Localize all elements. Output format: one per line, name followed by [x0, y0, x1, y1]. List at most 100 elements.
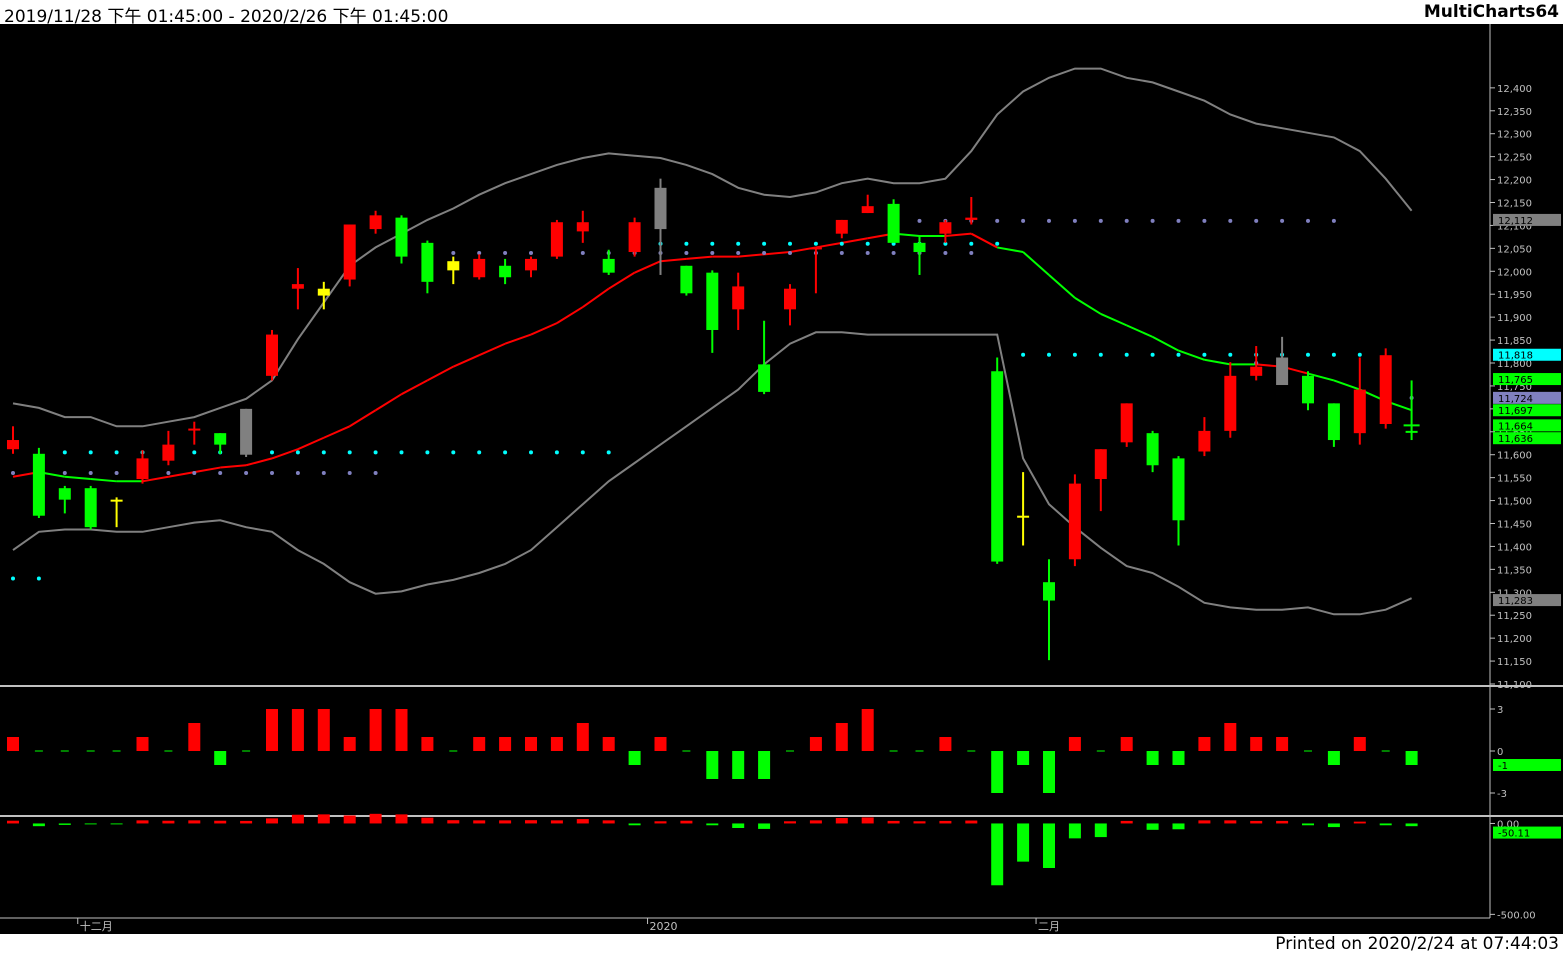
candle-body: [939, 222, 952, 234]
volume-bar: [1379, 823, 1392, 826]
mid-line-segment: [401, 379, 428, 396]
candle-body: [628, 222, 641, 253]
mid-line-segment: [142, 475, 169, 483]
stop-dot: [192, 471, 197, 476]
y-tick-label: -500.00: [1497, 910, 1536, 921]
y-tick-label: 12,250: [1497, 153, 1532, 164]
stop-dot: [891, 250, 896, 255]
volume-bar: [162, 820, 175, 824]
stop-dot: [529, 450, 533, 455]
mid-line-segment: [738, 253, 765, 258]
stop-dot: [451, 250, 456, 255]
candle-body: [188, 428, 201, 431]
value-tag: [1493, 373, 1561, 386]
stop-dot: [477, 450, 482, 455]
stop-dot: [270, 450, 274, 455]
candle-body: [499, 265, 512, 278]
volume-bar: [576, 819, 589, 824]
volume-bar: [861, 817, 874, 824]
y-tick-label: 3: [1497, 705, 1503, 716]
oscillator-bar: [317, 709, 330, 751]
candle-body: [784, 288, 796, 310]
stop-dot: [943, 250, 948, 255]
candle-body: [1146, 433, 1159, 466]
stop-dot: [1280, 218, 1285, 223]
volume-bar: [1250, 820, 1263, 824]
volume-bar: [473, 820, 486, 824]
candle-body: [1094, 449, 1107, 480]
volume-bar: [1405, 823, 1418, 827]
mid-line-segment: [478, 342, 506, 357]
stop-dot: [554, 450, 559, 455]
candle-body: [421, 242, 434, 282]
y-tick-label: 12,400: [1497, 84, 1532, 95]
candle-body: [913, 242, 926, 253]
value-tag: [1493, 759, 1561, 771]
stop-dot: [244, 471, 249, 476]
stop-dot: [347, 450, 352, 455]
y-tick-label: 11,150: [1497, 657, 1532, 668]
candle-body: [680, 265, 693, 294]
volume-bar: [913, 821, 926, 824]
value-tag: [1493, 432, 1561, 445]
oscillator-bar: [1068, 737, 1081, 751]
stop-dot: [684, 250, 689, 255]
candle-body: [32, 453, 45, 516]
volume-bar: [887, 820, 900, 824]
candle-body: [835, 219, 848, 234]
stop-dot: [865, 241, 870, 246]
volume-bar: [240, 820, 253, 824]
stop-dot: [88, 471, 93, 476]
candle-body: [317, 288, 330, 296]
y-tick-label: 12,350: [1497, 107, 1532, 118]
candle-body: [861, 206, 874, 214]
oscillator-bar: [1017, 751, 1030, 765]
volume-bar: [266, 818, 278, 824]
mid-line-segment: [815, 241, 842, 249]
candle-body: [395, 217, 408, 257]
chart-canvas[interactable]: 11,100 11,150 11,200 11,250 11,300 11,350 11,4…: [0, 24, 1563, 934]
mid-line-segment: [220, 464, 247, 469]
volume-bar: [1327, 823, 1340, 828]
chart-background: [0, 24, 1563, 934]
volume-bar: [1120, 820, 1133, 824]
y-tick-label: 11,800: [1497, 359, 1532, 370]
stop-dot: [736, 241, 741, 246]
oscillator-bar: [214, 751, 227, 765]
y-tick-label: 11,400: [1497, 542, 1532, 553]
value-tag: [1493, 826, 1561, 839]
stop-dot: [11, 471, 15, 476]
stop-dot: [995, 218, 1000, 223]
stop-dot: [839, 250, 844, 255]
value-tag-label: 11,765: [1498, 375, 1533, 386]
value-tag-label: 12,112: [1498, 216, 1533, 227]
stop-dot: [788, 241, 792, 246]
candle-body: [136, 458, 149, 480]
stop-dot: [218, 471, 223, 476]
stop-dot: [1072, 218, 1077, 223]
mid-line-segment: [634, 260, 661, 274]
stop-dot: [1202, 352, 1207, 357]
candle-body: [58, 488, 71, 500]
candle-body: [1250, 366, 1263, 376]
y-tick-label: 0.00: [1497, 819, 1519, 830]
value-tag: [1493, 404, 1561, 417]
oscillator-bar: [1250, 737, 1263, 751]
candle-body: [887, 203, 900, 243]
stop-dot: [1202, 218, 1207, 223]
mid-line-segment: [1022, 251, 1050, 276]
stop-dot: [451, 450, 456, 455]
volume-bar: [1094, 823, 1107, 838]
stop-dot: [788, 250, 792, 255]
mid-line-segment: [375, 393, 403, 412]
mid-line-segment: [1204, 358, 1231, 366]
candle-body: [473, 258, 486, 278]
y-tick-label: 11,250: [1497, 611, 1532, 622]
stop-dot: [580, 450, 585, 455]
volume-bar: [758, 823, 771, 829]
app-name-label: MultiCharts64: [1423, 2, 1559, 22]
stop-dot: [1357, 352, 1362, 357]
candle-body: [1068, 483, 1081, 560]
stop-dot: [321, 471, 326, 476]
stop-dot: [969, 250, 974, 255]
